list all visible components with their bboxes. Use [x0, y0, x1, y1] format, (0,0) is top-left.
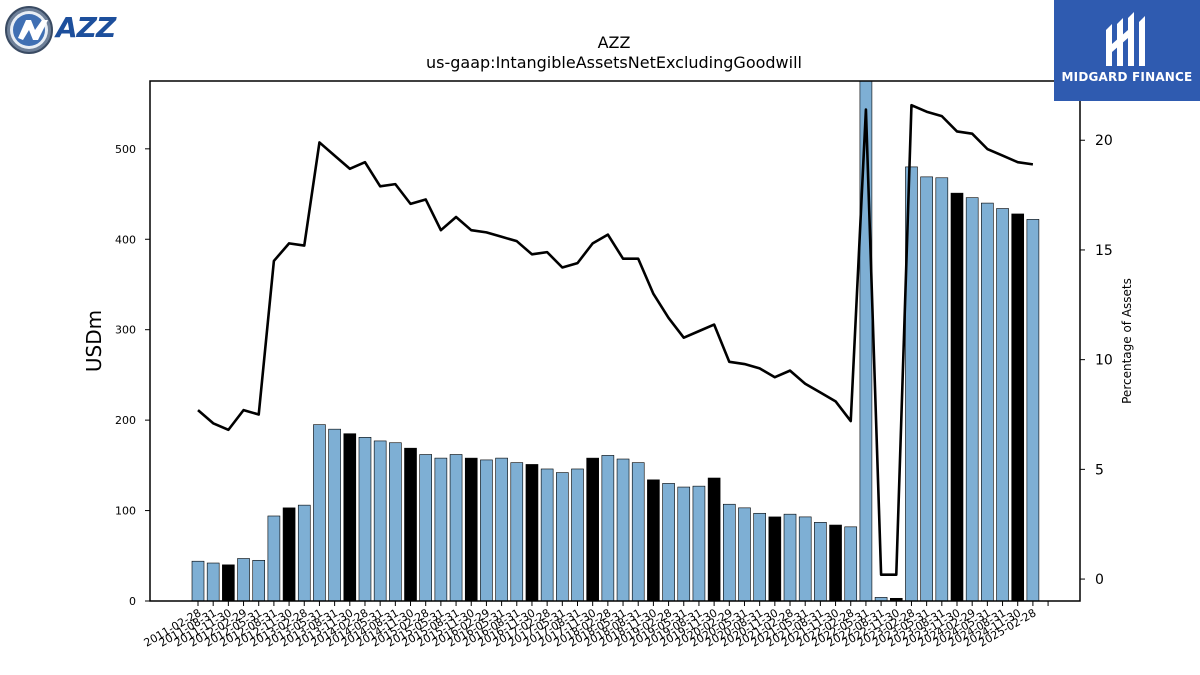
bar — [981, 202, 994, 602]
bar — [965, 197, 979, 602]
bar — [601, 455, 615, 602]
bar — [571, 468, 584, 602]
bar — [313, 424, 326, 602]
bar — [389, 442, 402, 602]
bar-series — [191, 80, 1040, 602]
chart-title: AZZ — [598, 33, 631, 52]
bar — [844, 526, 858, 602]
bar — [631, 462, 645, 602]
bar — [692, 485, 706, 602]
y-tick-label: 100 — [115, 505, 136, 518]
azz-logo: AZZ — [4, 6, 134, 54]
bar — [647, 479, 660, 602]
bar — [753, 512, 766, 602]
bar — [996, 208, 1009, 602]
bar — [252, 559, 266, 602]
y-tick-label: 400 — [115, 233, 136, 246]
bar — [343, 433, 357, 602]
bar — [191, 560, 205, 602]
y-tick-label: 500 — [115, 143, 136, 156]
bar — [464, 457, 478, 602]
plot-frame — [149, 80, 1081, 602]
bar — [814, 522, 827, 602]
bar — [935, 177, 949, 602]
bar — [586, 457, 599, 602]
y-tick-label: 200 — [115, 414, 136, 427]
midgard-m-icon — [1106, 12, 1145, 66]
bar — [222, 564, 235, 602]
bar — [510, 462, 524, 602]
chart-subtitle: us-gaap:IntangibleAssetsNetExcludingGood… — [426, 53, 802, 72]
bar — [373, 440, 387, 602]
percentage-line — [197, 103, 1034, 576]
right-axis: 0 5 10 15 20 — [1080, 133, 1113, 588]
y2-tick-label: 20 — [1095, 133, 1113, 149]
y2-tick-label: 5 — [1095, 462, 1104, 478]
bar — [495, 457, 508, 602]
bar — [297, 504, 311, 602]
midgard-logo-text: MIDGARD FINANCE — [1061, 70, 1193, 84]
bar — [677, 486, 691, 602]
midgard-finance-logo: MIDGARD FINANCE — [1054, 0, 1200, 101]
y-tick-label: 300 — [115, 324, 136, 337]
bar — [282, 507, 296, 602]
line-series — [197, 103, 1034, 576]
y2-tick-label: 10 — [1095, 353, 1113, 369]
x-axis: 2011-02-282011-08-312011-11-302012-02-29… — [142, 601, 1049, 650]
bar — [419, 454, 433, 602]
bar — [358, 437, 372, 602]
bar — [206, 562, 220, 602]
bar — [950, 192, 964, 602]
bar — [237, 558, 250, 602]
azz-logo-icon — [5, 6, 53, 54]
azz-logo-text: AZZ — [56, 11, 116, 44]
y2-axis-label: Percentage of Assets — [1120, 278, 1134, 404]
y-tick-label: 0 — [129, 595, 136, 608]
bar — [738, 507, 751, 602]
bar — [829, 524, 842, 602]
bar — [768, 516, 782, 602]
bar — [920, 176, 933, 602]
bar — [616, 458, 630, 602]
y2-tick-label: 0 — [1095, 572, 1104, 588]
bar — [480, 459, 493, 602]
bar — [540, 468, 554, 602]
y2-tick-label: 15 — [1095, 243, 1113, 259]
bar — [722, 503, 736, 602]
bar — [1011, 213, 1025, 602]
bar — [328, 428, 341, 602]
y-axis-label: USDm — [82, 310, 106, 372]
bar — [662, 483, 675, 602]
bar — [707, 477, 721, 602]
bar — [525, 464, 539, 602]
bar — [434, 457, 448, 602]
bar — [556, 472, 569, 602]
left-axis: 0 100 200 300 400 500 — [115, 143, 150, 608]
bar — [1026, 219, 1040, 602]
bar — [267, 515, 281, 602]
bar — [798, 516, 812, 602]
bar — [449, 454, 463, 602]
bar — [859, 80, 873, 602]
bar — [783, 513, 797, 602]
bar — [404, 447, 417, 602]
